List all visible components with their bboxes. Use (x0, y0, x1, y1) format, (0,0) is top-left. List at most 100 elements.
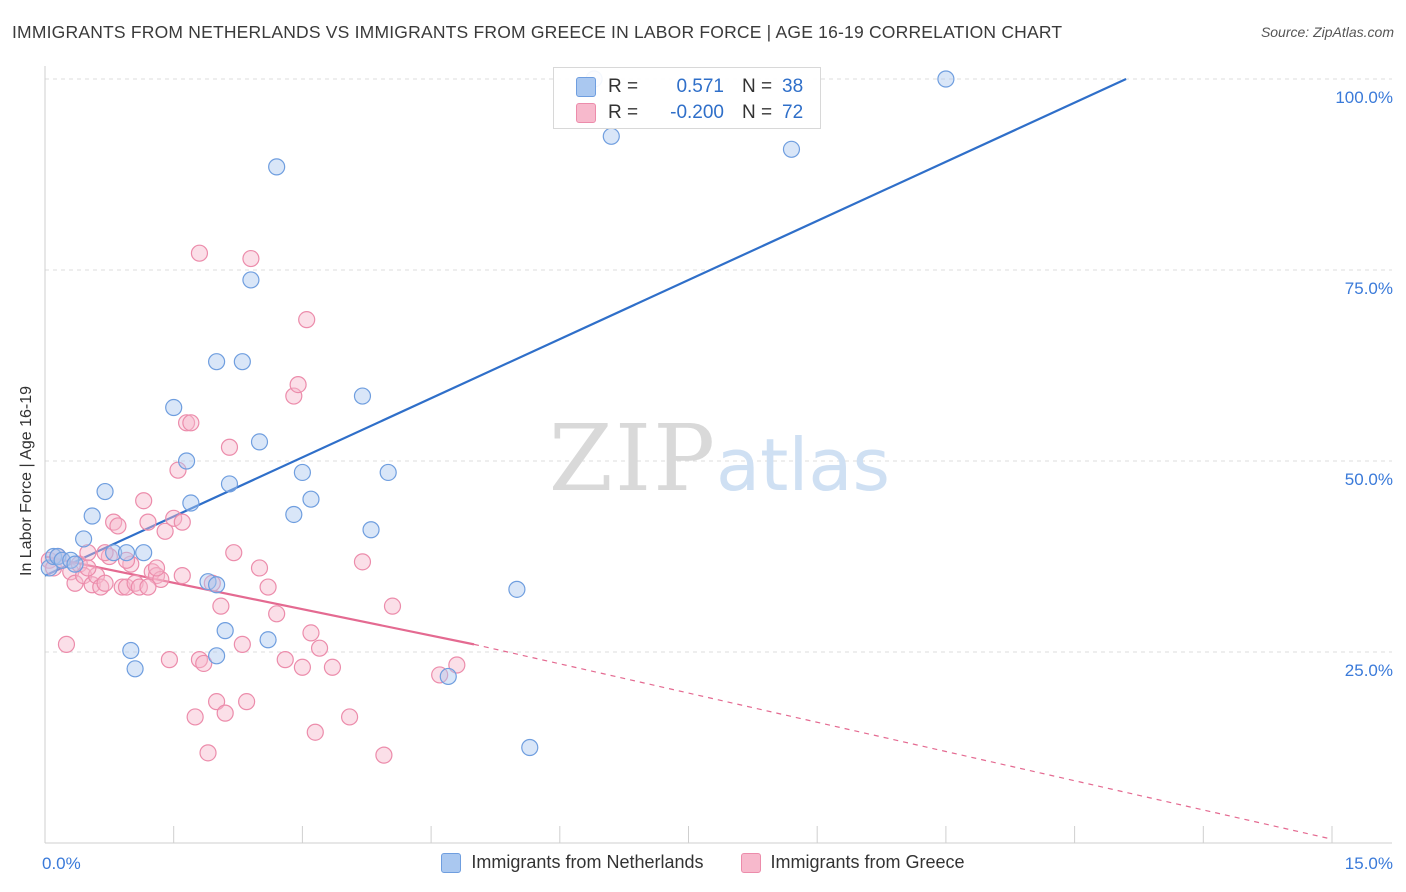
greece-point (79, 559, 97, 577)
stats-n-label: N = (742, 102, 773, 123)
greece-point (431, 666, 449, 684)
x-tick-label-max: 15.0% (1345, 854, 1393, 873)
netherlands-point (96, 482, 114, 501)
netherlands-point (302, 490, 320, 508)
trend-lines (44, 78, 1333, 840)
greece-point (323, 658, 342, 676)
netherlands-point (508, 580, 526, 598)
greece-point (353, 553, 372, 571)
stats-swatch-netherlands (576, 77, 596, 97)
greece-point (259, 578, 277, 596)
stats-n-value-greece: 72 (782, 102, 804, 123)
greece-point (139, 513, 157, 531)
netherlands-point (782, 140, 801, 158)
netherlands-point (521, 738, 539, 757)
y-axis-label-wrap: In Labor Force | Age 16-19 (18, 386, 38, 576)
netherlands-point (135, 544, 153, 562)
greece-point (195, 654, 213, 673)
greece-point (96, 574, 114, 592)
netherlands-point (83, 507, 101, 525)
greece-point (199, 744, 217, 762)
netherlands-point (268, 158, 286, 176)
netherlands-point (122, 641, 140, 660)
greece-point (57, 635, 76, 653)
greece-point (156, 522, 174, 540)
greece-point (113, 578, 131, 596)
netherlands-point (182, 494, 200, 512)
legend-item-greece[interactable]: Immigrants from Greece (740, 852, 965, 873)
netherlands-point (208, 353, 226, 371)
greece-point (216, 704, 234, 722)
netherlands-point (362, 521, 380, 539)
netherlands-point (259, 631, 277, 649)
greece-point (375, 746, 393, 764)
greece-point (306, 723, 324, 741)
netherlands-point (250, 433, 269, 451)
greece-point (190, 244, 209, 262)
stats-n-value-netherlands: 38 (782, 76, 804, 97)
greece-point (173, 566, 191, 585)
greece-point (238, 693, 256, 711)
chart-title: IMMIGRANTS FROM NETHERLANDS VS IMMIGRANT… (12, 22, 1063, 42)
greece-point (242, 249, 260, 268)
netherlands-point (353, 387, 372, 405)
netherlands-point (937, 70, 955, 88)
legend-label-netherlands: Immigrants from Netherlands (471, 852, 704, 872)
watermark-zip: ZIP (549, 405, 717, 512)
greece-point (109, 517, 127, 535)
y-axis-label: In Labor Force | Age 16-19 (18, 385, 35, 576)
netherlands-point (216, 622, 234, 640)
y-tick-label: 75.0% (1345, 279, 1393, 298)
stats-r-label: R = (608, 76, 639, 97)
greece-points (40, 244, 466, 764)
greece-point (177, 414, 196, 432)
y-tick-label: 50.0% (1345, 470, 1393, 489)
stats-row-greece: R = -0.200 N = 72 (576, 100, 812, 126)
netherlands-point (177, 452, 196, 470)
greece-point (310, 639, 329, 657)
greece-point (160, 651, 179, 669)
watermark: ZIP atlas (549, 405, 890, 512)
greece-point (212, 597, 230, 615)
netherlands-point (208, 647, 226, 665)
greece-point (302, 624, 320, 642)
greece-trend-line (44, 555, 475, 646)
stats-r-value-netherlands: 0.571 (676, 76, 724, 97)
legend-item-netherlands[interactable]: Immigrants from Netherlands (441, 852, 704, 873)
greece-point (79, 544, 97, 562)
netherlands-point (439, 667, 457, 686)
legend-label-greece: Immigrants from Greece (770, 852, 965, 872)
greece-point (139, 578, 157, 596)
greece-point (169, 461, 187, 479)
netherlands-point (602, 127, 620, 145)
netherlands-point (220, 475, 239, 493)
stats-r-value-greece: -0.200 (670, 102, 724, 123)
chart-legend: Immigrants from Netherlands Immigrants f… (0, 852, 1406, 878)
netherlands-point (379, 463, 397, 482)
netherlands-points (40, 70, 955, 757)
greece-point (340, 708, 359, 726)
x-tick-label-min: 0.0% (42, 854, 81, 873)
y-tick-label: 25.0% (1345, 661, 1393, 680)
greece-point (147, 559, 166, 577)
greece-point (225, 544, 243, 562)
greece-point (135, 492, 153, 510)
greece-point (293, 658, 311, 676)
greece-point (173, 513, 191, 531)
stats-n-label: N = (742, 76, 773, 97)
greece-point (383, 597, 402, 615)
netherlands-point (293, 463, 311, 482)
netherlands-point (117, 544, 136, 562)
stats-r-label: R = (608, 102, 639, 123)
netherlands-point (126, 660, 144, 678)
greece-point (289, 376, 307, 394)
netherlands-point (105, 544, 123, 562)
y-tick-label: 100.0% (1335, 88, 1393, 107)
greece-point (298, 311, 316, 329)
legend-swatch-netherlands (441, 852, 462, 873)
netherlands-point (75, 530, 93, 548)
greece-point (165, 509, 183, 527)
axes (44, 66, 1392, 844)
netherlands-point (44, 547, 63, 566)
